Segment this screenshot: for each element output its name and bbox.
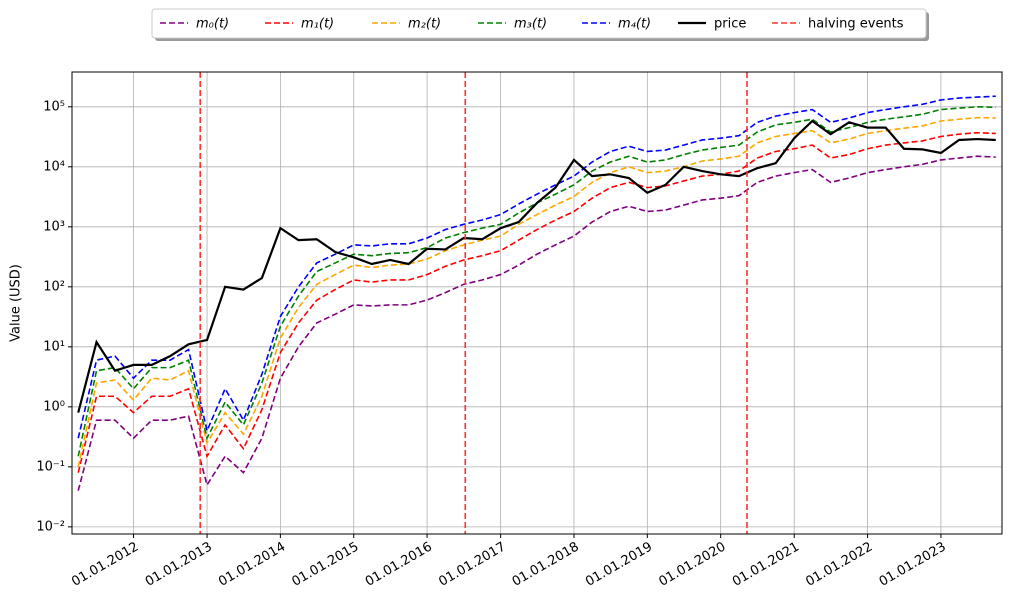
legend-label: m₁(t) <box>301 17 334 32</box>
x-tick-label: 01.01.2014 <box>216 540 288 590</box>
x-tick-label: 01.01.2018 <box>510 540 582 590</box>
x-tick-label: 01.01.2012 <box>69 540 141 590</box>
x-tick-label: 01.01.2013 <box>143 540 215 590</box>
x-tick-label: 01.01.2015 <box>290 540 362 590</box>
series-line <box>77 95 996 439</box>
y-tick-label: 10² <box>43 279 65 294</box>
legend-label: m₃(t) <box>514 17 547 32</box>
legend-label: m₂(t) <box>408 17 441 32</box>
x-tick-label: 01.01.2023 <box>877 540 949 590</box>
y-axis-label: Value (USD) <box>9 264 24 342</box>
legend-label: m₄(t) <box>618 17 651 32</box>
y-tick-label: 10⁵ <box>43 99 65 114</box>
x-tick-label: 01.01.2020 <box>656 540 728 590</box>
y-tick-label: 10⁴ <box>43 159 65 174</box>
x-tick-label: 01.01.2021 <box>730 540 802 590</box>
series-line <box>77 119 996 413</box>
y-tick-label: 10⁻² <box>36 519 65 534</box>
legend-label: m₀(t) <box>196 17 229 32</box>
x-tick-label: 01.01.2017 <box>436 540 508 590</box>
series-line <box>77 155 996 491</box>
legend-box <box>151 8 927 39</box>
series-line <box>77 105 996 457</box>
x-tick-label: 01.01.2019 <box>583 540 655 590</box>
legend: m₀(t) m₁(t) m₂(t) m₃(t) m₄(t) price halving ev… <box>151 8 929 41</box>
y-tick-label: 10¹ <box>43 339 65 354</box>
series-line <box>77 131 996 473</box>
series-line <box>77 116 996 468</box>
x-tick-label: 01.01.2016 <box>363 540 435 590</box>
legend-label: halving events <box>808 17 904 32</box>
plot-frame <box>71 71 1003 535</box>
legend-label: price <box>714 17 746 32</box>
y-tick-label: 10³ <box>43 219 65 234</box>
x-tick-label: 01.01.2022 <box>803 540 875 590</box>
y-tick-label: 10⁻¹ <box>36 459 65 474</box>
y-tick-label: 10⁰ <box>43 399 65 414</box>
